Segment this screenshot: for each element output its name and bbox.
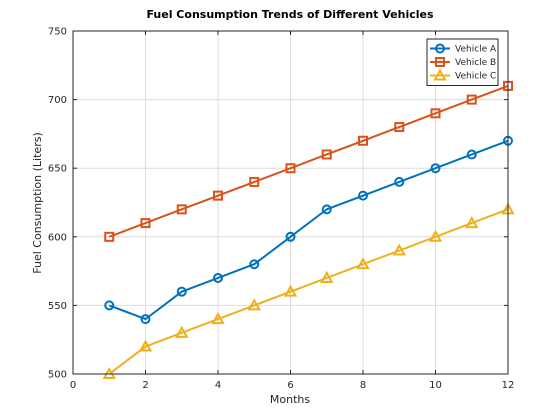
- data-point: [283, 284, 298, 297]
- y-tick-label: 750: [48, 27, 67, 38]
- x-tick-label: 12: [502, 380, 515, 391]
- x-axis-label: Months: [270, 393, 310, 406]
- data-point: [321, 204, 332, 215]
- data-point: [358, 190, 368, 201]
- data-point: [428, 229, 443, 242]
- data-point: [466, 149, 477, 160]
- x-tick-label: 2: [142, 380, 148, 391]
- x-tick-label: 8: [360, 380, 366, 391]
- data-point: [285, 163, 296, 174]
- y-axis-label: Fuel Consumption (Liters): [31, 132, 44, 273]
- data-point: [466, 94, 477, 105]
- data-point: [138, 339, 153, 352]
- y-tick-label: 550: [48, 301, 67, 312]
- legend-entry: Vehicle A: [430, 43, 497, 55]
- data-point: [249, 259, 260, 270]
- data-point: [358, 135, 368, 146]
- data-point: [213, 272, 223, 283]
- data-point: [465, 216, 479, 229]
- data-point: [104, 300, 115, 311]
- data-point: [176, 204, 187, 215]
- y-tick-label: 650: [48, 164, 67, 175]
- series-layer: [102, 80, 515, 379]
- series-line: [108, 208, 509, 375]
- series-3: [102, 202, 515, 379]
- data-point: [104, 231, 115, 242]
- legend: Vehicle A Vehicle B Vehicle C: [426, 38, 499, 86]
- y-tick-label: 600: [48, 232, 67, 243]
- data-point: [213, 190, 223, 201]
- legend-entry: Vehicle C: [430, 68, 496, 82]
- data-point: [211, 312, 225, 325]
- y-tick-label: 700: [48, 95, 67, 106]
- x-tick-label: 4: [215, 380, 221, 391]
- data-point: [394, 122, 405, 133]
- legend-swatch-marker: [435, 57, 445, 67]
- data-point: [356, 257, 370, 270]
- series-line: [108, 139, 509, 321]
- x-tick-label: 10: [429, 380, 442, 391]
- legend-swatch-marker: [433, 68, 447, 81]
- data-point: [392, 243, 406, 256]
- data-point: [249, 176, 260, 187]
- legend-label: Vehicle B: [455, 58, 496, 68]
- data-point: [285, 231, 296, 242]
- data-point: [176, 286, 187, 297]
- legend-entry: Vehicle B: [430, 57, 496, 68]
- data-point: [140, 314, 151, 325]
- data-point: [175, 325, 189, 338]
- x-tick-label: 6: [287, 380, 293, 391]
- plot-area-border: [72, 30, 509, 375]
- data-point: [321, 149, 332, 160]
- data-point: [394, 176, 405, 187]
- data-point: [430, 108, 441, 119]
- data-point: [247, 298, 261, 311]
- data-point: [320, 270, 334, 283]
- axis-ticks: 0 2 4 6 8 10 12 500 550 600 650 700 750: [48, 27, 514, 392]
- legend-label: Vehicle C: [455, 72, 496, 82]
- series-line: [108, 84, 509, 238]
- chart-title: Fuel Consumption Trends of Different Veh…: [146, 8, 434, 21]
- data-point: [430, 163, 441, 174]
- legend-swatch-marker: [435, 43, 445, 54]
- legend-label: Vehicle A: [455, 45, 497, 55]
- x-tick-label: 0: [70, 380, 76, 391]
- data-point: [140, 218, 151, 229]
- y-tick-label: 500: [48, 370, 67, 381]
